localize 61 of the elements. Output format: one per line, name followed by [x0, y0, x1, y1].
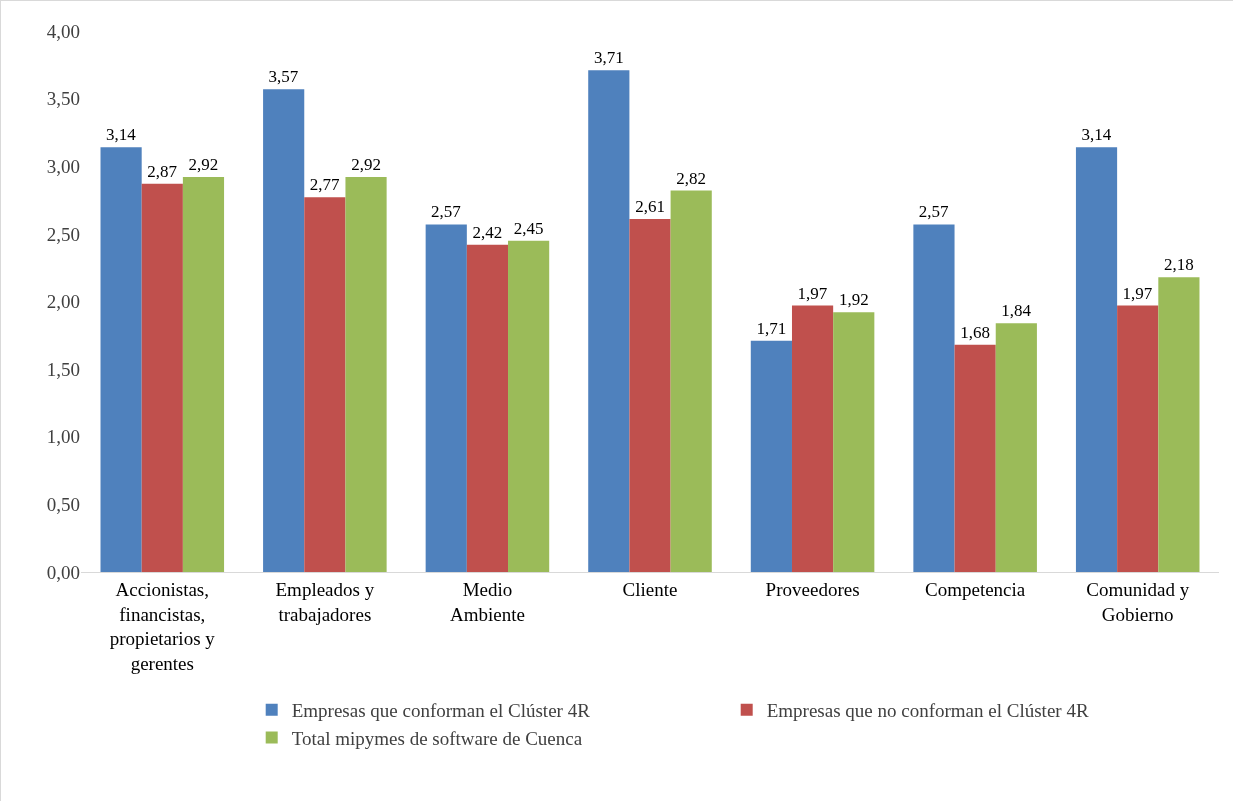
bar	[1075, 147, 1118, 572]
data-label: 2,45	[513, 218, 544, 238]
legend-label: Empresas que conforman el Clúster 4R	[291, 700, 591, 722]
bar	[995, 323, 1037, 572]
bar	[1158, 277, 1200, 572]
bar	[100, 147, 142, 572]
data-label: 3,14	[105, 125, 137, 145]
y-tick-label: 3,50	[46, 88, 80, 110]
y-tick-label: 1,00	[46, 426, 80, 448]
bar	[750, 340, 792, 572]
data-label: 2,77	[309, 175, 340, 195]
data-label: 2,92	[351, 155, 381, 175]
data-label: 1,97	[1122, 283, 1153, 303]
legend-label: Empresas que no conforman el Clúster 4R	[766, 700, 1089, 722]
x-tick-label: Medio Ambiente	[449, 578, 525, 625]
data-label: 3,14	[1081, 125, 1112, 145]
data-label: 2,57	[431, 202, 462, 222]
data-label: 3,71	[593, 48, 624, 68]
data-label: 2,82	[676, 168, 707, 188]
bar	[425, 224, 467, 572]
bar	[791, 305, 834, 572]
y-tick-label: 4,00	[46, 20, 80, 42]
x-tick-label: Cliente	[622, 578, 678, 600]
data-label: 1,68	[960, 322, 991, 342]
bar	[345, 177, 387, 572]
legend-label: Total mipymes de software de Cuenca	[291, 727, 583, 749]
bar	[304, 197, 346, 572]
data-label: 2,57	[918, 202, 950, 222]
bar	[913, 224, 955, 572]
bar	[141, 183, 183, 572]
x-tick-label: Comunidad y Gobierno	[1086, 578, 1190, 625]
bar	[670, 190, 712, 572]
y-tick-label: 3,00	[46, 155, 80, 177]
data-label: 2,92	[188, 155, 219, 175]
bar	[508, 240, 550, 572]
y-tick-label: 2,50	[46, 223, 80, 245]
bar	[1117, 305, 1159, 572]
bar	[629, 219, 671, 572]
bar	[263, 89, 305, 572]
x-tick-label: Accionistas, financistas, propietarios y gerentes	[109, 578, 216, 674]
bar	[588, 70, 630, 572]
y-tick-label: 1,50	[46, 358, 80, 380]
data-label: 2,87	[147, 161, 178, 181]
data-label: 1,97	[797, 283, 828, 303]
bar	[833, 312, 875, 572]
data-label: 1,84	[1001, 301, 1032, 321]
data-label: 3,57	[268, 67, 299, 87]
data-label: 1,71	[756, 318, 787, 338]
data-label: 1,92	[838, 290, 869, 310]
data-label: 2,61	[635, 197, 665, 216]
data-label: 2,42	[472, 222, 503, 242]
bar	[954, 344, 996, 572]
x-tick-label: Empleados y trabajadores	[275, 578, 375, 625]
x-tick-label: Competencia	[925, 578, 1026, 600]
bar	[182, 177, 225, 572]
bar	[466, 244, 509, 572]
y-tick-label: 2,00	[46, 291, 80, 313]
x-tick-label: Proveedores	[765, 578, 860, 600]
y-tick-label: 0,00	[46, 561, 80, 583]
data-label: 2,18	[1164, 255, 1194, 275]
y-tick-label: 0,50	[46, 494, 80, 516]
